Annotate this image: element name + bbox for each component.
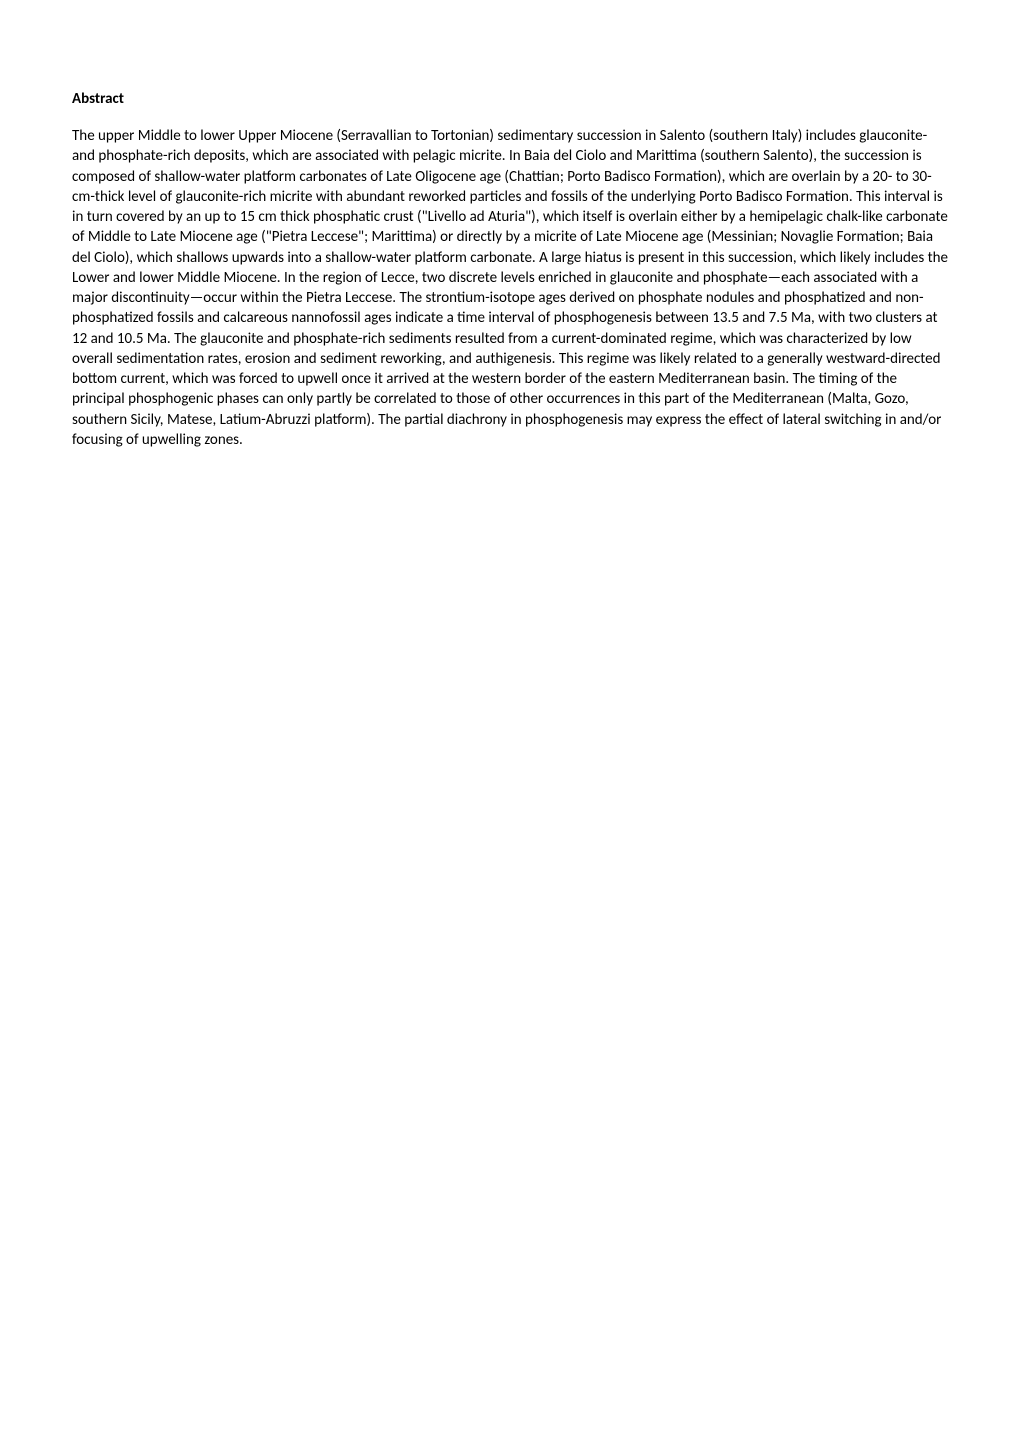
abstract-body: The upper Middle to lower Upper Miocene … bbox=[72, 126, 948, 450]
abstract-heading: Abstract bbox=[72, 90, 948, 108]
